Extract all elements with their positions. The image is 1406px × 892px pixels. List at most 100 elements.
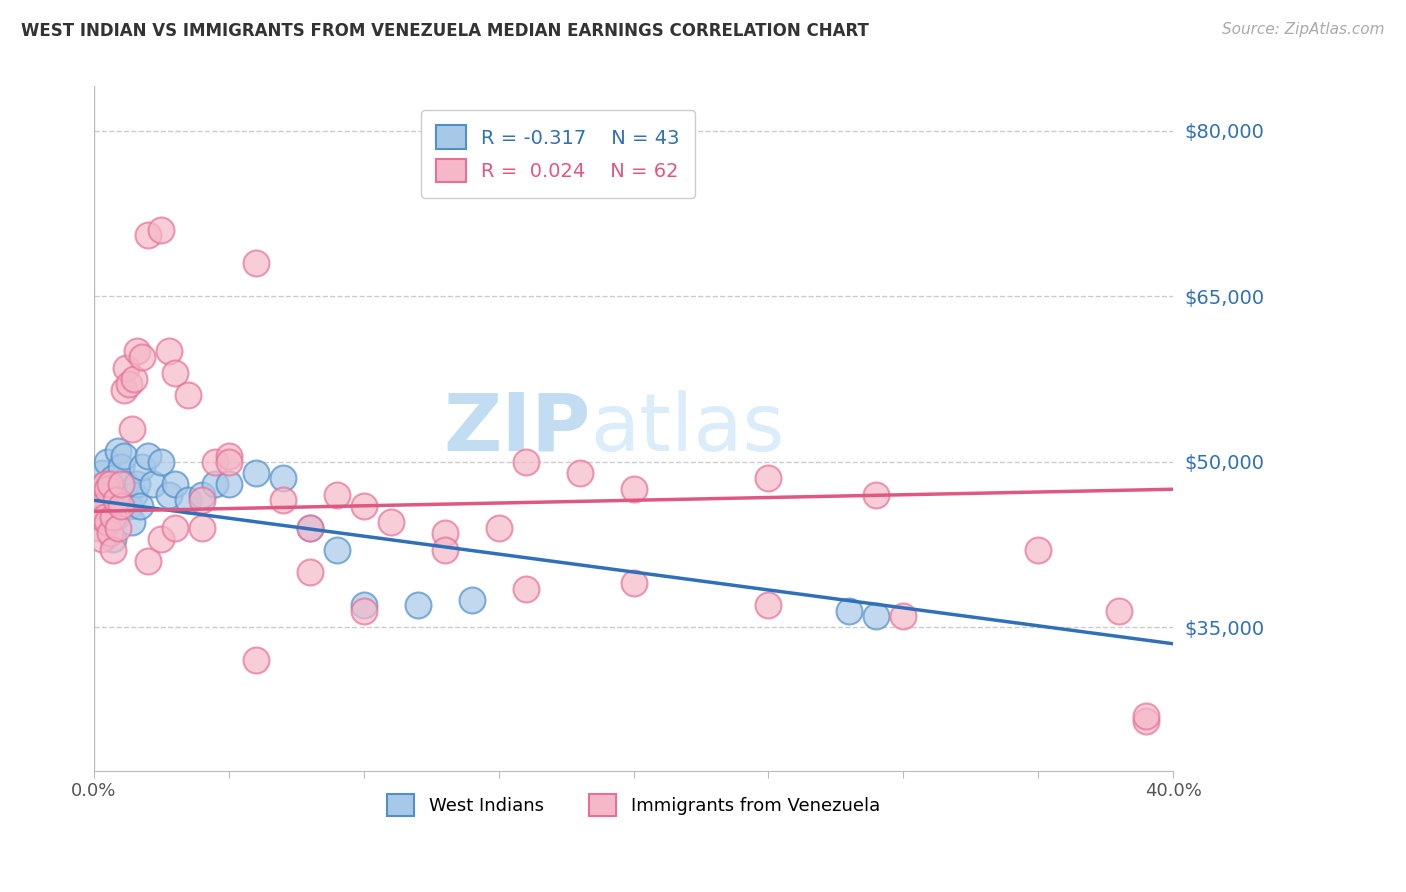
Point xyxy=(91,504,114,518)
Point xyxy=(353,598,375,612)
Point xyxy=(128,499,150,513)
Point xyxy=(91,466,114,480)
Point xyxy=(1108,604,1130,618)
Point xyxy=(298,521,321,535)
Point xyxy=(204,455,226,469)
Point xyxy=(98,476,121,491)
Point xyxy=(121,516,143,530)
Point xyxy=(568,466,591,480)
Point xyxy=(163,521,186,535)
Point xyxy=(136,449,159,463)
Text: atlas: atlas xyxy=(591,390,785,467)
Point xyxy=(433,526,456,541)
Point xyxy=(91,499,114,513)
Point xyxy=(131,460,153,475)
Point xyxy=(98,526,121,541)
Point xyxy=(118,377,141,392)
Point xyxy=(136,228,159,243)
Legend: West Indians, Immigrants from Venezuela: West Indians, Immigrants from Venezuela xyxy=(380,787,887,823)
Text: Source: ZipAtlas.com: Source: ZipAtlas.com xyxy=(1222,22,1385,37)
Point xyxy=(104,493,127,508)
Point xyxy=(177,388,200,402)
Point xyxy=(460,592,482,607)
Point xyxy=(124,372,146,386)
Point xyxy=(115,476,138,491)
Point xyxy=(245,256,267,270)
Point xyxy=(127,344,149,359)
Point xyxy=(101,509,124,524)
Point xyxy=(177,493,200,508)
Point xyxy=(245,653,267,667)
Point xyxy=(112,449,135,463)
Point xyxy=(150,532,173,546)
Point xyxy=(865,609,887,624)
Point xyxy=(191,521,214,535)
Point xyxy=(488,521,510,535)
Point xyxy=(271,493,294,508)
Point xyxy=(127,476,149,491)
Point xyxy=(101,532,124,546)
Point xyxy=(107,521,129,535)
Point xyxy=(159,488,181,502)
Point xyxy=(136,554,159,568)
Point xyxy=(163,367,186,381)
Point xyxy=(150,223,173,237)
Point xyxy=(515,582,537,596)
Point xyxy=(380,516,402,530)
Point xyxy=(101,543,124,558)
Point xyxy=(107,443,129,458)
Point xyxy=(98,482,121,496)
Point xyxy=(98,499,121,513)
Point xyxy=(1135,708,1157,723)
Point xyxy=(110,499,132,513)
Point xyxy=(758,598,780,612)
Point xyxy=(298,521,321,535)
Point xyxy=(245,466,267,480)
Point xyxy=(118,499,141,513)
Point xyxy=(124,488,146,502)
Point xyxy=(150,455,173,469)
Point xyxy=(89,488,111,502)
Point xyxy=(218,476,240,491)
Point xyxy=(101,471,124,485)
Point xyxy=(1026,543,1049,558)
Point xyxy=(89,521,111,535)
Point xyxy=(218,449,240,463)
Point xyxy=(865,488,887,502)
Point xyxy=(104,509,127,524)
Text: ZIP: ZIP xyxy=(443,390,591,467)
Point xyxy=(131,350,153,364)
Point xyxy=(204,476,226,491)
Point xyxy=(93,499,115,513)
Point xyxy=(893,609,915,624)
Point xyxy=(142,476,165,491)
Point xyxy=(623,482,645,496)
Point xyxy=(515,455,537,469)
Point xyxy=(406,598,429,612)
Point xyxy=(353,499,375,513)
Point xyxy=(96,516,118,530)
Point xyxy=(110,499,132,513)
Point xyxy=(96,455,118,469)
Point xyxy=(159,344,181,359)
Point xyxy=(163,476,186,491)
Point xyxy=(838,604,860,618)
Point xyxy=(96,516,118,530)
Point xyxy=(326,543,349,558)
Point xyxy=(121,421,143,435)
Point xyxy=(93,509,115,524)
Point xyxy=(353,604,375,618)
Point xyxy=(623,576,645,591)
Point xyxy=(326,488,349,502)
Point xyxy=(298,565,321,579)
Point xyxy=(110,460,132,475)
Point xyxy=(86,499,108,513)
Point xyxy=(758,471,780,485)
Point xyxy=(86,499,108,513)
Point xyxy=(218,455,240,469)
Point xyxy=(112,383,135,397)
Point xyxy=(89,488,111,502)
Point xyxy=(1135,714,1157,728)
Point xyxy=(115,360,138,375)
Point xyxy=(271,471,294,485)
